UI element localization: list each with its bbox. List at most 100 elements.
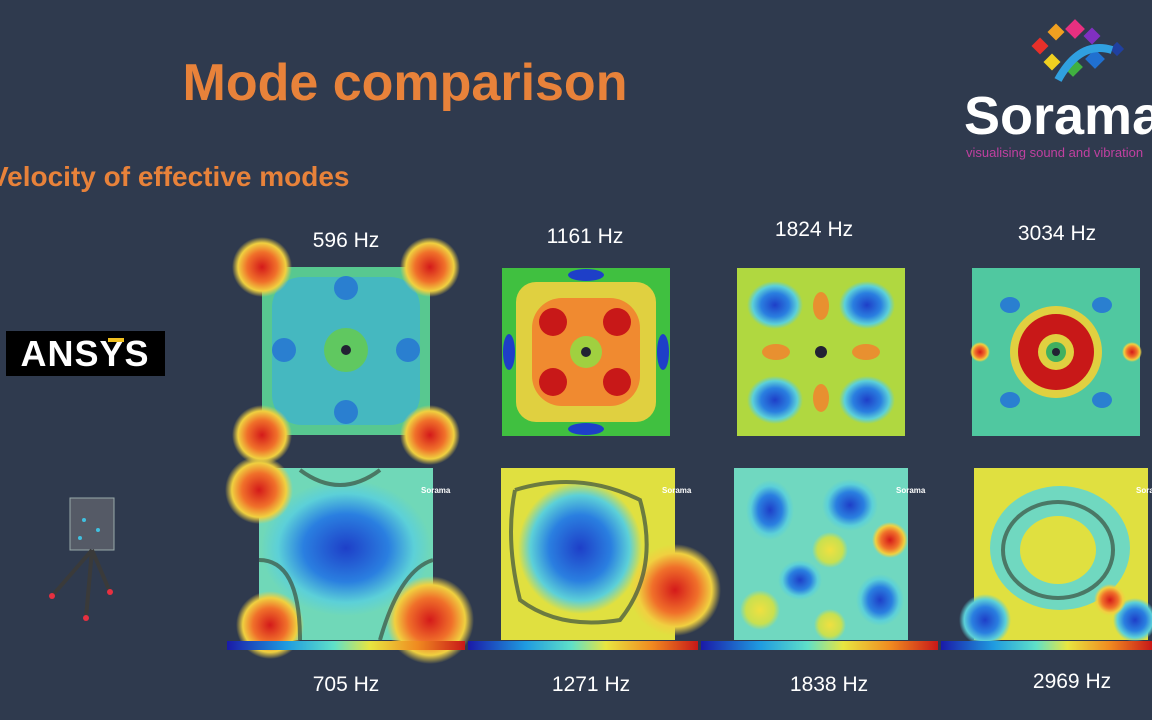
sim-mode-3 bbox=[737, 268, 905, 436]
shape bbox=[629, 544, 721, 636]
sim-mode-2 bbox=[502, 268, 670, 436]
shape bbox=[1109, 41, 1125, 57]
shape bbox=[258, 468, 434, 641]
logo-tagline: visualising sound and vibration bbox=[966, 145, 1144, 160]
watermark: Sorama bbox=[1136, 486, 1152, 495]
meas-frequency: 2969 Hz bbox=[1033, 670, 1111, 693]
title: Mode comparison bbox=[183, 54, 628, 112]
shape bbox=[1020, 516, 1096, 584]
shape bbox=[82, 518, 86, 522]
shape bbox=[49, 593, 55, 599]
shape bbox=[1054, 44, 1114, 82]
shape bbox=[1031, 37, 1049, 55]
shape bbox=[6, 331, 165, 376]
shape bbox=[1001, 500, 1115, 600]
shape bbox=[83, 615, 89, 621]
shape bbox=[1047, 23, 1065, 41]
shape bbox=[856, 574, 904, 626]
shape bbox=[50, 548, 112, 619]
shape bbox=[396, 338, 420, 362]
shape bbox=[232, 237, 292, 297]
shape bbox=[568, 269, 604, 281]
shape bbox=[341, 345, 351, 355]
shape bbox=[813, 384, 829, 412]
logo-name: Sorama bbox=[964, 86, 1152, 146]
watermark: Sorama bbox=[662, 486, 692, 495]
shape bbox=[400, 405, 460, 465]
shape bbox=[813, 292, 829, 320]
shape bbox=[1065, 19, 1085, 39]
logo-text-box: Sorama visualising sound and vibration bbox=[964, 86, 1152, 162]
colorbar bbox=[468, 641, 698, 650]
meas-frequency: 1271 Hz bbox=[552, 673, 630, 696]
meas-frequency: 1838 Hz bbox=[790, 673, 868, 696]
shape bbox=[959, 594, 1011, 646]
shape: Sorama visualising sound and vibration bbox=[964, 86, 1152, 162]
meas-mode-2 bbox=[501, 468, 721, 640]
shape bbox=[747, 281, 803, 329]
colorbar bbox=[701, 641, 938, 650]
shape bbox=[852, 344, 880, 360]
subtitle: Velocity of effective modes bbox=[0, 161, 349, 192]
ansys-logo: ANSYS bbox=[6, 331, 165, 376]
shape bbox=[740, 590, 780, 630]
shape bbox=[334, 400, 358, 424]
logo: Sorama visualising sound and vibration bbox=[964, 19, 1152, 162]
sim-frequency: 3034 Hz bbox=[1018, 222, 1096, 245]
shape bbox=[503, 334, 515, 370]
shape bbox=[334, 276, 358, 300]
shape bbox=[1052, 348, 1060, 356]
shape bbox=[746, 480, 794, 540]
shape bbox=[815, 346, 827, 358]
shape bbox=[1083, 27, 1101, 45]
shape bbox=[603, 308, 631, 336]
camera-icon bbox=[49, 497, 115, 621]
meas-mode-1 bbox=[225, 456, 474, 664]
shape bbox=[539, 308, 567, 336]
colorbar bbox=[941, 641, 1152, 650]
shape bbox=[518, 482, 642, 614]
sim-frequency: 596 Hz bbox=[313, 229, 380, 252]
shape bbox=[822, 479, 878, 531]
shape bbox=[78, 536, 82, 540]
shape bbox=[69, 497, 115, 551]
sim-frequency: 1161 Hz bbox=[547, 225, 624, 248]
meas-mode-3 bbox=[734, 468, 908, 641]
shape bbox=[96, 528, 100, 532]
shape bbox=[539, 368, 567, 396]
shape bbox=[812, 532, 848, 568]
shape bbox=[762, 344, 790, 360]
shape bbox=[1000, 297, 1020, 313]
shape bbox=[872, 522, 908, 558]
shape bbox=[970, 342, 990, 362]
shape bbox=[839, 376, 895, 424]
sim-mode-1 bbox=[232, 237, 460, 465]
shape bbox=[107, 589, 113, 595]
sim-frequency: 1824 Hz bbox=[775, 218, 853, 241]
shape bbox=[1122, 342, 1142, 362]
shape bbox=[1094, 584, 1126, 616]
shape bbox=[1085, 49, 1105, 69]
shape bbox=[778, 560, 822, 600]
shape bbox=[1092, 392, 1112, 408]
colorbar bbox=[227, 641, 465, 650]
shape bbox=[581, 347, 591, 357]
shape bbox=[225, 456, 293, 524]
shape bbox=[747, 376, 803, 424]
shape bbox=[657, 334, 669, 370]
shape bbox=[509, 480, 649, 625]
watermark: Sorama bbox=[421, 486, 451, 495]
shape bbox=[568, 423, 604, 435]
shape bbox=[603, 368, 631, 396]
shape bbox=[261, 480, 431, 616]
shape bbox=[1000, 392, 1020, 408]
shape bbox=[839, 281, 895, 329]
sim-mode-4 bbox=[970, 268, 1142, 436]
shape bbox=[1092, 297, 1112, 313]
meas-mode-4 bbox=[959, 468, 1152, 646]
shape bbox=[232, 405, 292, 465]
shape bbox=[1043, 53, 1061, 71]
